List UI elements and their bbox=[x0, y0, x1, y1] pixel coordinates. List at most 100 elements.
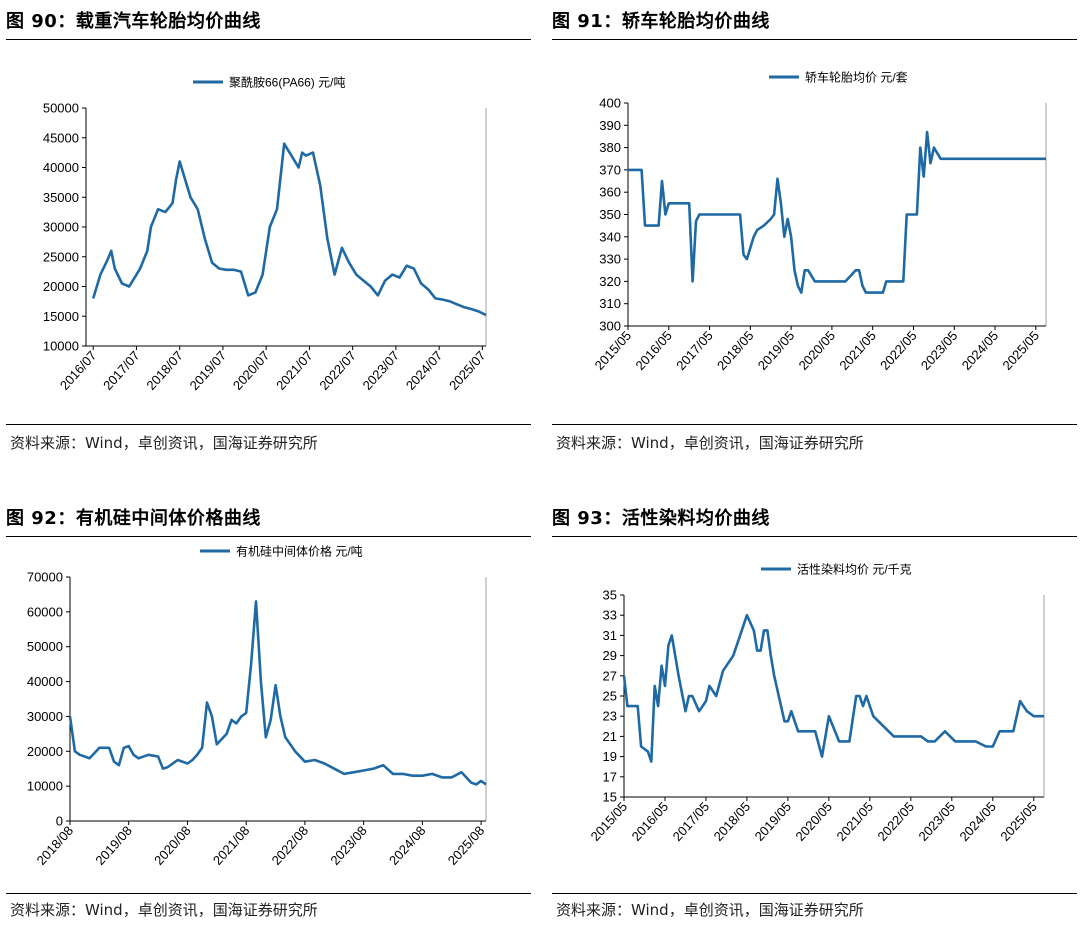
y-tick-label: 35 bbox=[603, 588, 617, 603]
title-rule bbox=[552, 536, 1077, 537]
x-tick-label: 2021/05 bbox=[833, 799, 876, 844]
legend-label: 聚酰胺66(PA66) 元/吨 bbox=[229, 76, 345, 90]
x-tick-label: 2021/05 bbox=[836, 328, 879, 373]
x-tick-label: 2017/05 bbox=[670, 799, 713, 844]
y-tick-label: 35000 bbox=[43, 190, 79, 205]
source-text: 资料来源：Wind，卓创资讯，国海证券研究所 bbox=[556, 901, 864, 919]
y-tick-label: 400 bbox=[599, 96, 621, 111]
y-tick-label: 27 bbox=[603, 668, 617, 683]
x-tick-label: 2022/08 bbox=[269, 823, 312, 868]
y-tick-label: 20000 bbox=[27, 744, 63, 759]
y-tick-label: 19 bbox=[603, 749, 617, 764]
series-line bbox=[68, 600, 487, 786]
series-line bbox=[91, 142, 487, 317]
line-chart-93: 15 17 19 21 23 25 27 29 31 33 35 2015/052016/052017… bbox=[588, 562, 1045, 844]
y-tick-label: 40000 bbox=[27, 674, 63, 689]
x-tick-label: 2025/07 bbox=[446, 348, 489, 393]
x-tick-label: 2023/08 bbox=[327, 823, 370, 868]
y-tick-label: 45000 bbox=[43, 130, 79, 145]
x-tick-label: 2020/07 bbox=[230, 348, 273, 393]
source-text: 资料来源：Wind，卓创资讯，国海证券研究所 bbox=[10, 901, 318, 919]
x-tick-label: 2023/05 bbox=[918, 328, 961, 373]
x-tick-label: 2015/05 bbox=[588, 799, 631, 844]
x-tick-label: 2021/08 bbox=[210, 823, 253, 868]
figure-panel-91: 图 91：轿车轮胎均价曲线 300 310 320 330 340 350 360 370 38… bbox=[552, 8, 1077, 458]
line-chart-91: 300 310 320 330 340 350 360 370 380 390 400 2015/05… bbox=[592, 70, 1047, 373]
y-tick-label: 320 bbox=[599, 274, 621, 289]
line-chart-92: 0 10000 20000 30000 40000 50000 60000 70000 2018… bbox=[27, 544, 488, 868]
y-tick-label: 21 bbox=[603, 729, 617, 744]
x-tick-label: 2025/05 bbox=[997, 799, 1040, 844]
x-tick-label: 2016/07 bbox=[57, 348, 100, 393]
x-tick-label: 2022/07 bbox=[316, 348, 359, 393]
x-tick-label: 2015/05 bbox=[592, 328, 635, 373]
y-tick-label: 380 bbox=[599, 140, 621, 155]
y-tick-label: 15000 bbox=[43, 309, 79, 324]
y-tick-label: 360 bbox=[599, 185, 621, 200]
figure-panel-93: 图 93：活性染料均价曲线 15 17 19 21 23 25 27 29 31 33 35 2015… bbox=[552, 505, 1077, 925]
y-tick-label: 33 bbox=[603, 608, 617, 623]
source-rule bbox=[6, 893, 531, 894]
y-tick-label: 17 bbox=[603, 769, 617, 784]
y-tick-label: 15 bbox=[603, 790, 617, 805]
y-tick-label: 29 bbox=[603, 648, 617, 663]
x-tick-label: 2019/05 bbox=[752, 799, 795, 844]
y-tick-label: 300 bbox=[599, 319, 621, 334]
title-rule bbox=[552, 39, 1077, 40]
figure-title: 图 90：载重汽车轮胎均价曲线 bbox=[6, 11, 261, 32]
x-tick-label: 2018/08 bbox=[34, 823, 77, 868]
y-tick-label: 25000 bbox=[43, 249, 79, 264]
figure-title: 图 93：活性染料均价曲线 bbox=[552, 508, 770, 529]
y-tick-label: 50000 bbox=[27, 639, 63, 654]
figure-title: 图 91：轿车轮胎均价曲线 bbox=[552, 11, 770, 32]
y-tick-label: 60000 bbox=[27, 604, 63, 619]
y-tick-label: 50000 bbox=[43, 101, 79, 116]
x-tick-label: 2018/05 bbox=[714, 328, 757, 373]
x-tick-label: 2024/08 bbox=[386, 823, 429, 868]
source-rule bbox=[552, 893, 1077, 894]
x-tick-label: 2019/05 bbox=[755, 328, 798, 373]
x-tick-label: 2023/05 bbox=[915, 799, 958, 844]
x-tick-label: 2020/05 bbox=[796, 328, 839, 373]
series-line bbox=[622, 613, 1044, 763]
x-tick-label: 2022/05 bbox=[877, 328, 920, 373]
y-tick-label: 310 bbox=[599, 296, 621, 311]
x-tick-label: 2023/07 bbox=[360, 348, 403, 393]
x-tick-label: 2024/05 bbox=[959, 328, 1002, 373]
legend-label: 轿车轮胎均价 元/套 bbox=[805, 70, 908, 85]
x-tick-label: 2018/05 bbox=[711, 799, 754, 844]
y-tick-label: 23 bbox=[603, 709, 617, 724]
x-tick-label: 2024/07 bbox=[403, 348, 446, 393]
x-tick-label: 2020/08 bbox=[151, 823, 194, 868]
y-tick-label: 31 bbox=[603, 628, 617, 643]
y-tick-label: 30000 bbox=[27, 709, 63, 724]
y-tick-label: 340 bbox=[599, 229, 621, 244]
line-chart-90: 10000 15000 20000 25000 30000 35000 40000 45000… bbox=[43, 76, 489, 393]
y-tick-label: 10000 bbox=[27, 779, 63, 794]
figure-panel-90: 图 90：载重汽车轮胎均价曲线 10000 15000 20000 25000 3000… bbox=[6, 8, 531, 458]
source-text: 资料来源：Wind，卓创资讯，国海证券研究所 bbox=[556, 434, 864, 452]
x-tick-label: 2017/05 bbox=[673, 328, 716, 373]
legend-label: 有机硅中间体价格 元/吨 bbox=[236, 544, 363, 559]
x-tick-label: 2016/05 bbox=[632, 328, 675, 373]
y-tick-label: 70000 bbox=[27, 570, 63, 585]
y-tick-label: 10000 bbox=[43, 339, 79, 354]
y-tick-label: 25 bbox=[603, 689, 617, 704]
figure-title: 图 92：有机硅中间体价格曲线 bbox=[6, 508, 261, 529]
x-tick-label: 2024/05 bbox=[956, 799, 999, 844]
y-tick-label: 0 bbox=[56, 814, 63, 829]
title-rule bbox=[6, 39, 531, 40]
x-tick-label: 2018/07 bbox=[143, 348, 186, 393]
y-tick-label: 370 bbox=[599, 162, 621, 177]
x-tick-label: 2019/07 bbox=[187, 348, 230, 393]
source-rule bbox=[552, 424, 1077, 425]
x-tick-label: 2020/05 bbox=[793, 799, 836, 844]
legend-label: 活性染料均价 元/千克 bbox=[797, 562, 912, 577]
source-text: 资料来源：Wind，卓创资讯，国海证券研究所 bbox=[10, 434, 318, 452]
x-tick-label: 2017/07 bbox=[100, 348, 143, 393]
x-tick-label: 2025/08 bbox=[445, 823, 488, 868]
y-tick-label: 350 bbox=[599, 207, 621, 222]
y-tick-label: 40000 bbox=[43, 160, 79, 175]
figure-panel-92: 图 92：有机硅中间体价格曲线 0 10000 20000 30000 40000 500… bbox=[6, 505, 531, 925]
x-tick-label: 2019/08 bbox=[92, 823, 135, 868]
